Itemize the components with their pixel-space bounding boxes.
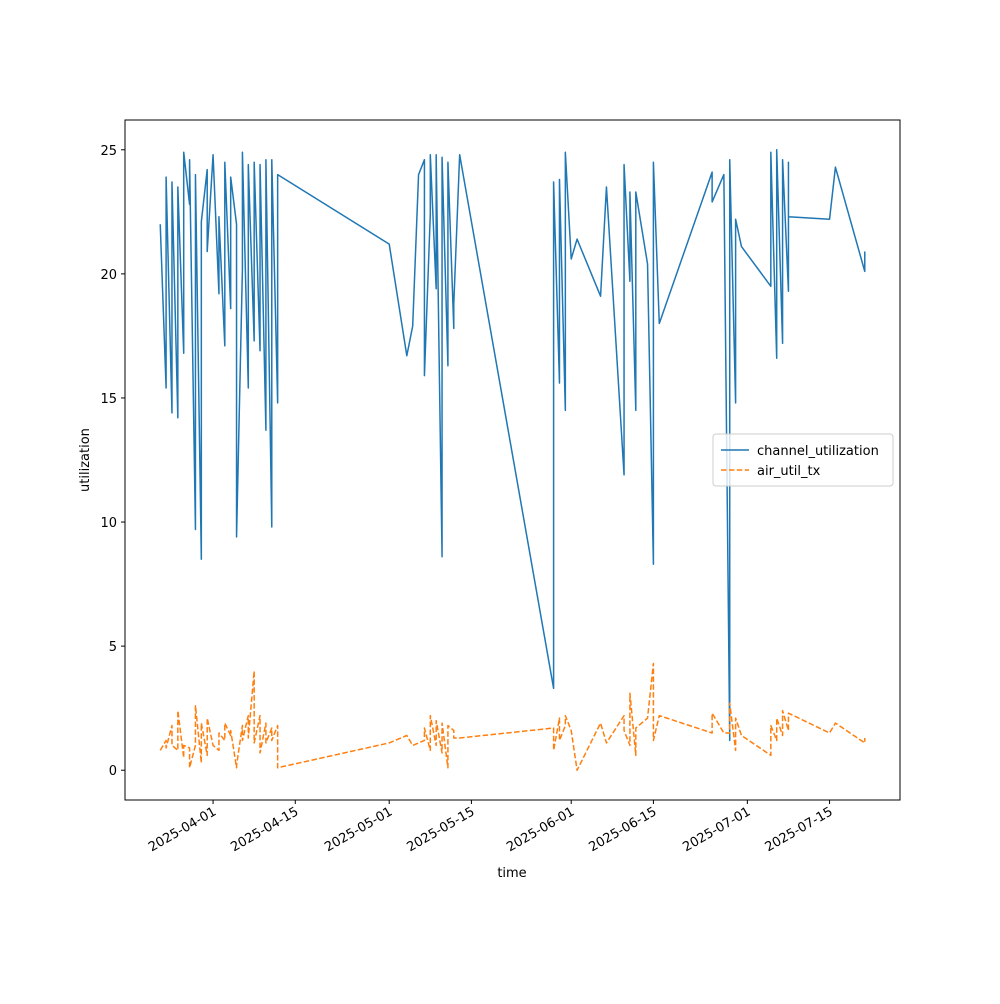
y-tick-label: 5 bbox=[109, 640, 117, 655]
y-tick-label: 20 bbox=[100, 268, 117, 283]
x-tick-label: 2025-05-01 bbox=[322, 804, 395, 855]
x-tick-label: 2025-07-01 bbox=[680, 804, 753, 855]
y-tick-label: 15 bbox=[100, 392, 117, 407]
x-axis-label: time bbox=[497, 866, 526, 881]
y-tick-label: 0 bbox=[109, 764, 117, 779]
plot-frame bbox=[124, 119, 901, 801]
x-tick-label: 2025-04-01 bbox=[146, 804, 219, 855]
x-tick-label: 2025-05-15 bbox=[404, 804, 477, 855]
legend: channel_utilization air_util_tx bbox=[712, 433, 894, 487]
x-tick-label: 2025-07-15 bbox=[763, 804, 836, 855]
legend-label: channel_utilization bbox=[757, 444, 879, 459]
y-tick-label: 10 bbox=[100, 516, 117, 531]
legend-label: air_util_tx bbox=[757, 464, 821, 479]
legend-box bbox=[712, 433, 894, 487]
series-line bbox=[159, 149, 866, 742]
x-tick-label: 2025-06-15 bbox=[586, 804, 659, 855]
y-axis-label: utilization bbox=[78, 428, 93, 492]
x-tick-label: 2025-06-01 bbox=[504, 804, 577, 855]
series-line bbox=[159, 662, 866, 771]
y-tick-label: 25 bbox=[100, 144, 117, 159]
x-tick-label: 2025-04-15 bbox=[228, 804, 301, 855]
